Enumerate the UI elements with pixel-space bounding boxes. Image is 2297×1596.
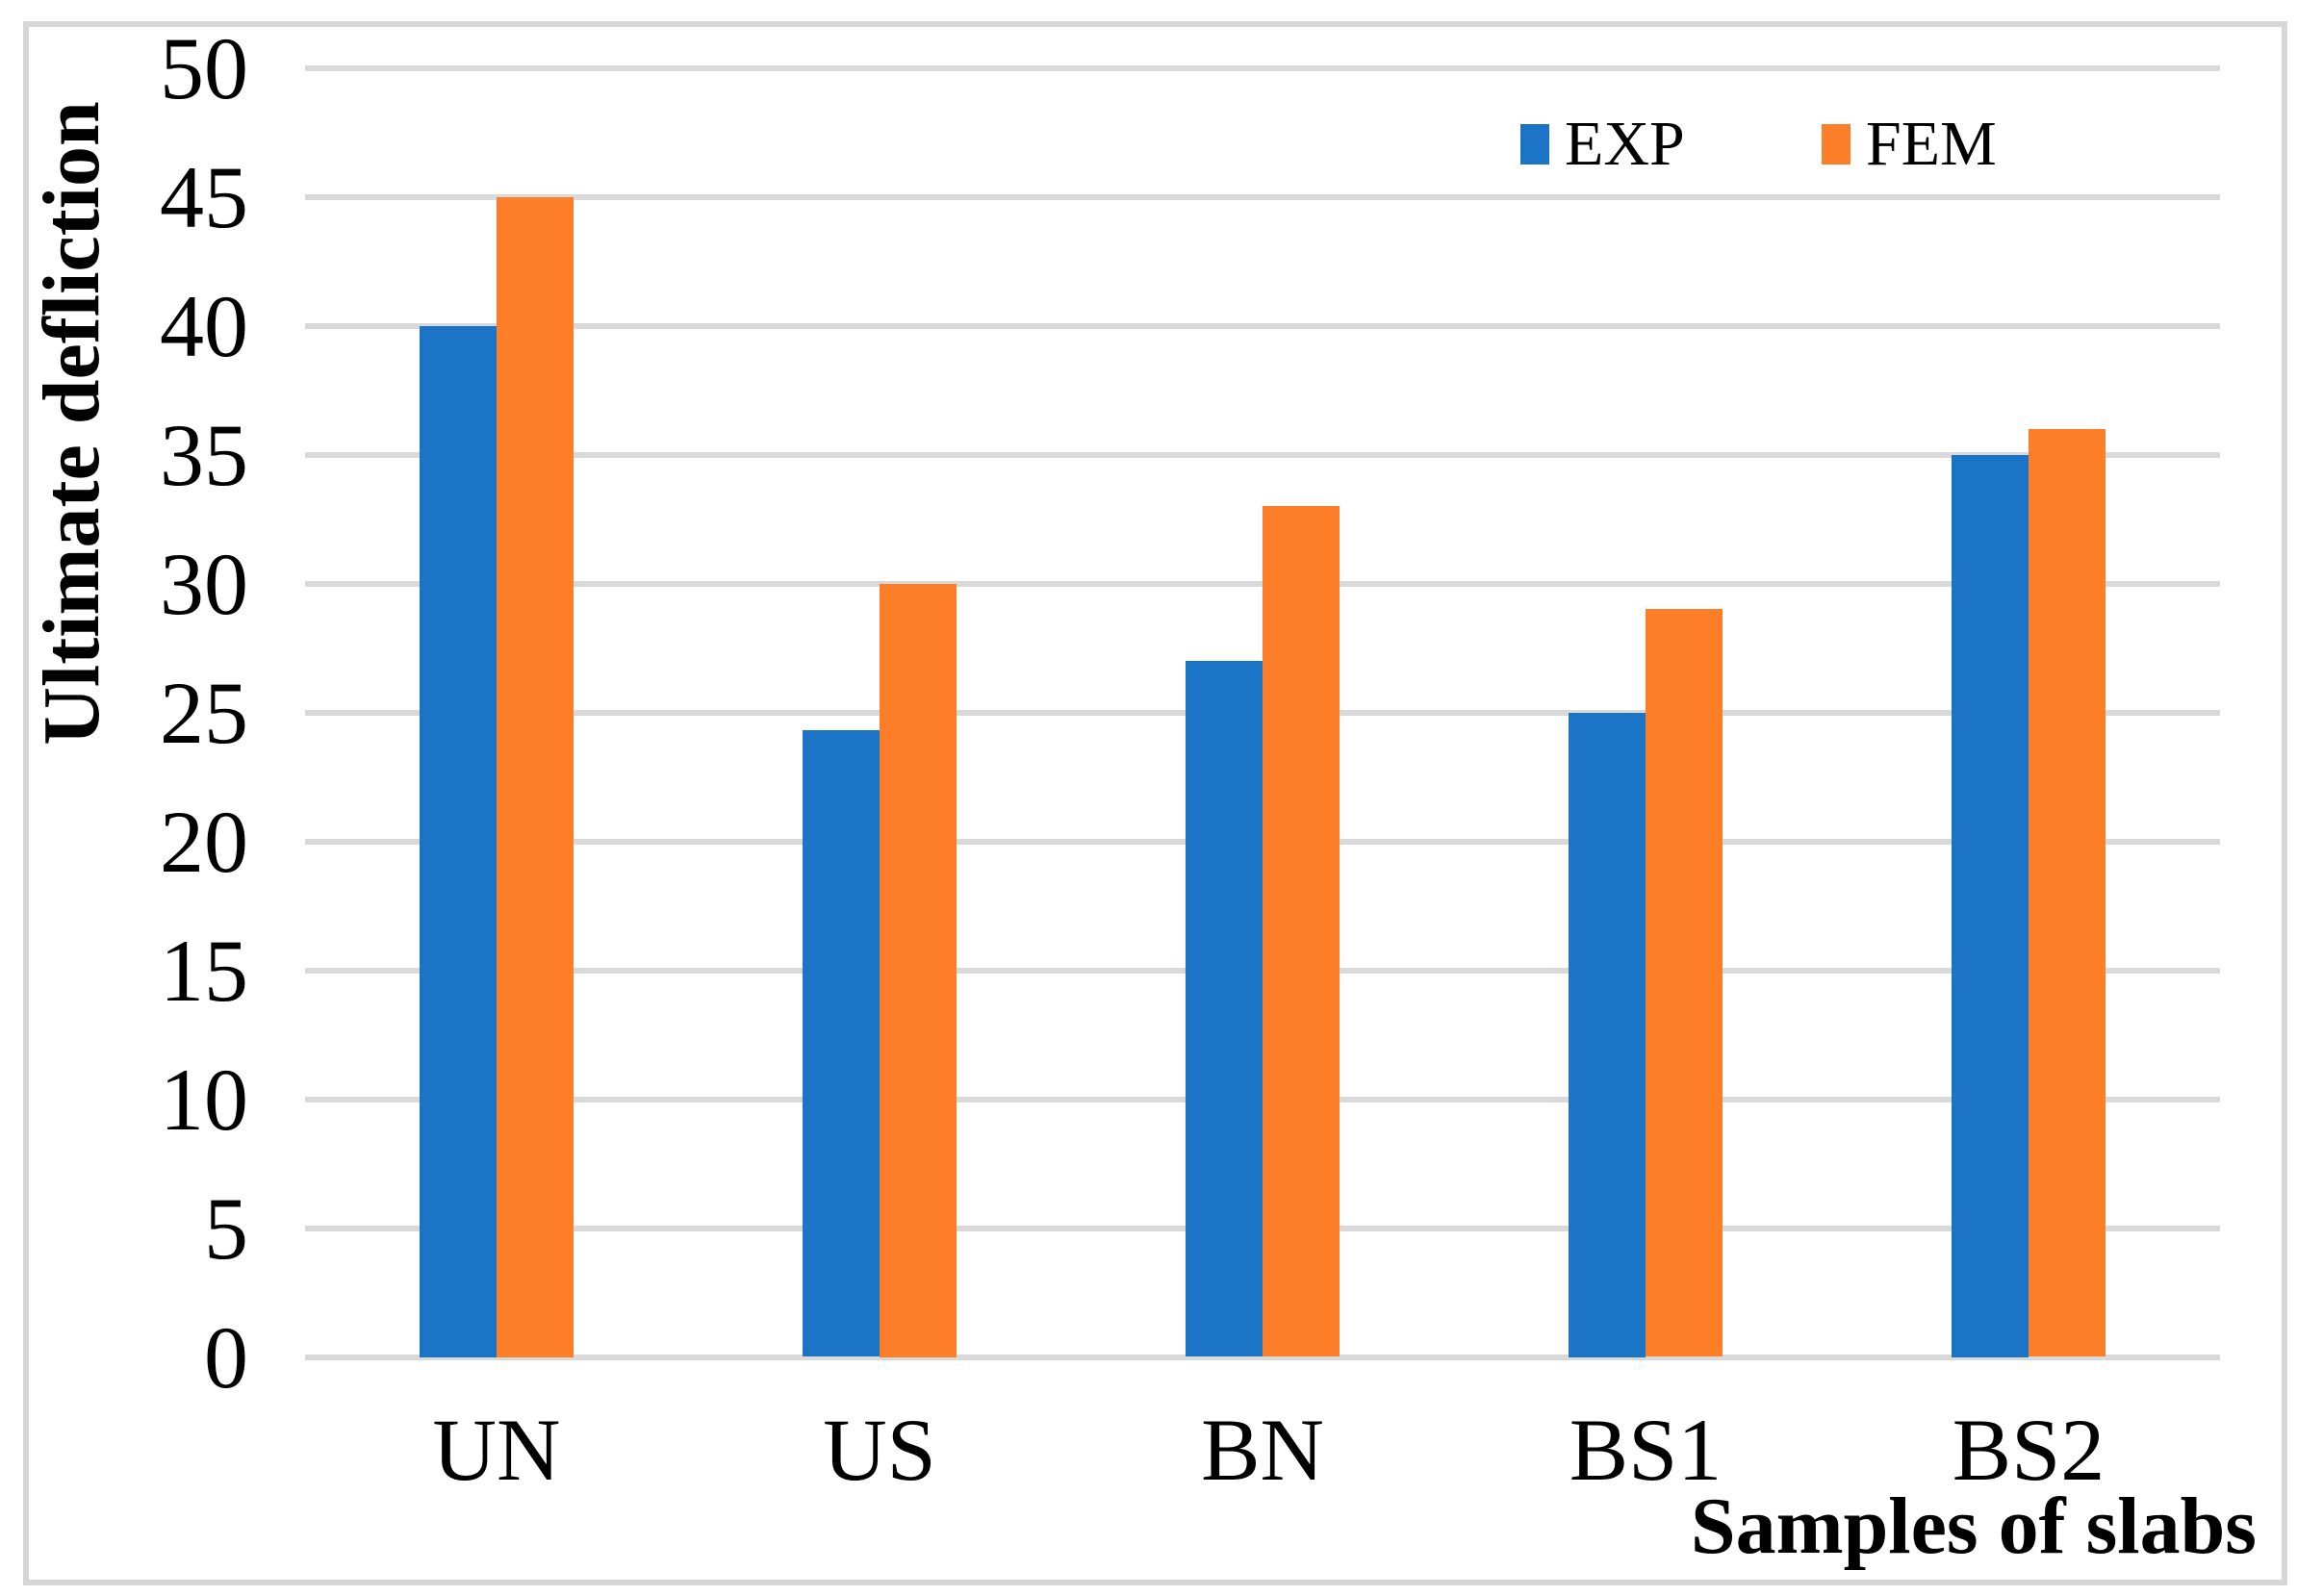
gridline: [305, 193, 2220, 200]
bar-exp-un: [420, 325, 497, 1357]
y-tick-label: 25: [160, 663, 248, 762]
legend-item-exp: EXP: [1520, 109, 1685, 179]
x-category-label-un: UN: [432, 1401, 561, 1499]
bar-fem-bn: [1263, 506, 1340, 1357]
x-category-label-bs1: BS1: [1569, 1401, 1723, 1499]
bar-exp-us: [803, 730, 880, 1357]
y-tick-label: 50: [160, 18, 248, 117]
bar-fem-bs1: [1646, 609, 1723, 1357]
gridline: [305, 64, 2220, 71]
gridline: [305, 1354, 2220, 1360]
x-category-label-us: US: [823, 1401, 936, 1499]
legend-swatch-exp: [1520, 124, 1549, 165]
y-tick-label: 30: [160, 534, 248, 633]
x-category-label-bn: BN: [1201, 1401, 1324, 1499]
legend-swatch-fem: [1822, 124, 1850, 165]
y-tick-label: 35: [160, 405, 248, 504]
y-tick-label: 10: [160, 1050, 248, 1149]
y-tick-label: 5: [204, 1178, 248, 1278]
y-tick-label: 20: [160, 792, 248, 891]
bar-exp-bn: [1186, 660, 1263, 1357]
y-tick-label: 40: [160, 276, 248, 375]
legend-label-fem: FEM: [1866, 109, 1997, 179]
x-category-label-bs2: BS2: [1952, 1401, 2106, 1499]
bar-exp-bs1: [1569, 712, 1646, 1357]
legend-label-exp: EXP: [1565, 109, 1685, 179]
legend-item-fem: FEM: [1822, 109, 1997, 179]
gridline: [305, 451, 2220, 458]
bar-fem-un: [497, 196, 574, 1357]
y-tick-label: 45: [160, 147, 248, 246]
y-tick-label: 0: [204, 1307, 248, 1406]
x-axis-title: Samples of slabs: [1690, 1482, 2257, 1571]
bar-exp-bs2: [1952, 454, 2029, 1357]
y-tick-label: 15: [160, 921, 248, 1020]
bar-fem-bs2: [2029, 428, 2106, 1357]
bar-fem-us: [880, 583, 957, 1357]
gridline: [305, 322, 2220, 329]
